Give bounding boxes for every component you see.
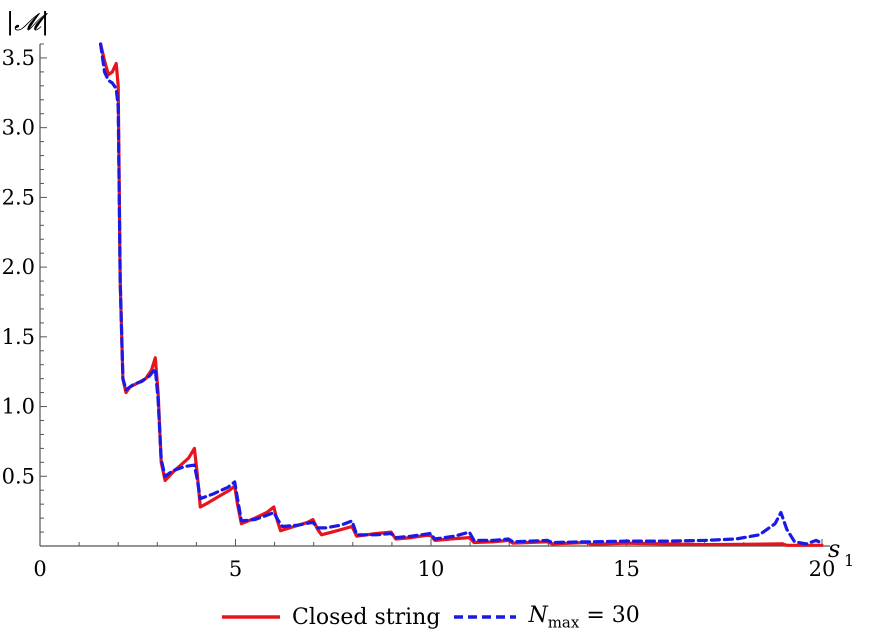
legend-label-closed-string: Closed string [292, 604, 441, 630]
y-tick-label: 3.5 [2, 46, 35, 70]
y-tick-label: 1.0 [2, 395, 35, 419]
y-tick-label: 2.0 [2, 255, 35, 279]
legend-swatch-dashed [454, 615, 517, 619]
series-line-closed-string [99, 42, 824, 547]
legend-swatch-solid [222, 615, 280, 619]
legend-label-nmax-sub: max [547, 613, 580, 632]
axis-labels: 0 5 10 15 20 0.5 1.0 1.5 2.0 2.5 3.0 3.5 |𝓜| s 1 [2, 8, 855, 581]
series-layer [99, 42, 824, 547]
x-tick-label: 5 [229, 557, 242, 581]
legend: Closed string Nmax = 30 [222, 603, 640, 631]
y-tick-label: 3.0 [2, 116, 35, 140]
axes [39, 43, 830, 547]
x-axis-title-subscript: 1 [844, 551, 854, 570]
x-tick-label: 0 [33, 557, 46, 581]
x-tick-label: 15 [613, 557, 640, 581]
legend-item-nmax: Nmax = 30 [454, 603, 640, 631]
series-line-nmax [99, 42, 824, 546]
y-tick-label: 1.5 [2, 325, 35, 349]
legend-label-nmax: Nmax = 30 [528, 603, 639, 631]
x-tick-label: 10 [418, 557, 445, 581]
x-axis-title: s [828, 535, 840, 563]
y-tick-label: 2.5 [2, 185, 35, 209]
y-axis-title: |𝓜| [6, 8, 49, 37]
chart-plot: 0 5 10 15 20 0.5 1.0 1.5 2.0 2.5 3.0 3.5 |𝓜| s 1 [2, 8, 855, 581]
legend-label-nmax-rest: = 30 [579, 603, 640, 628]
legend-label-nmax-main: N [528, 603, 548, 628]
x-tick-label: 20 [809, 557, 836, 581]
legend-item-closed-string: Closed string [222, 605, 440, 630]
y-tick-label: 0.5 [2, 464, 35, 488]
